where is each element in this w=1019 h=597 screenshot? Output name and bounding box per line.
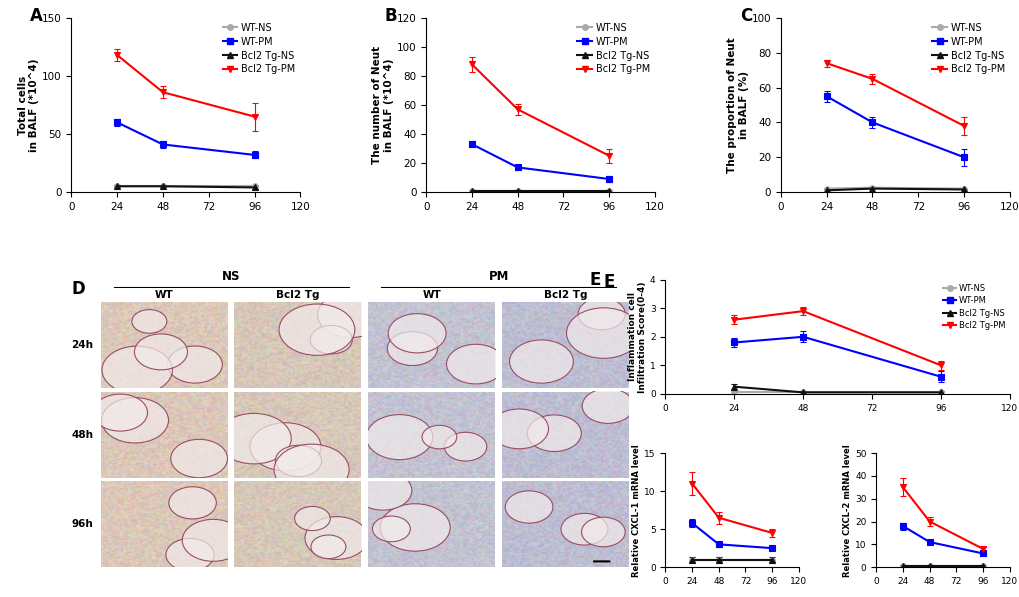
Text: 96h: 96h <box>71 519 93 529</box>
Circle shape <box>566 308 641 358</box>
Y-axis label: Relative CXCL-1 mRNA level: Relative CXCL-1 mRNA level <box>632 444 641 577</box>
Circle shape <box>366 415 432 460</box>
Circle shape <box>446 344 504 384</box>
Legend: WT-NS, WT-PM, Bcl2 Tg-NS, Bcl2 Tg-PM: WT-NS, WT-PM, Bcl2 Tg-NS, Bcl2 Tg-PM <box>577 23 649 75</box>
Circle shape <box>560 513 607 545</box>
Circle shape <box>388 313 445 353</box>
Circle shape <box>504 491 552 523</box>
Circle shape <box>372 516 410 541</box>
Circle shape <box>279 304 355 355</box>
Text: A: A <box>31 7 43 26</box>
Circle shape <box>294 506 330 531</box>
Legend: WT-NS, WT-PM, Bcl2 Tg-NS, Bcl2 Tg-PM: WT-NS, WT-PM, Bcl2 Tg-NS, Bcl2 Tg-PM <box>222 23 296 75</box>
Circle shape <box>310 325 352 354</box>
Text: NS: NS <box>222 270 240 283</box>
Text: PM: PM <box>488 270 508 283</box>
Circle shape <box>510 340 573 383</box>
Text: B: B <box>384 7 397 26</box>
Text: 48h: 48h <box>71 429 93 439</box>
Circle shape <box>169 487 216 519</box>
Circle shape <box>250 423 321 471</box>
Circle shape <box>167 346 222 383</box>
Circle shape <box>354 471 412 510</box>
Circle shape <box>275 445 321 476</box>
Circle shape <box>444 432 486 461</box>
Y-axis label: The number of Neut
in BALF (*10^4): The number of Neut in BALF (*10^4) <box>372 46 393 164</box>
Circle shape <box>102 398 168 443</box>
Legend: WT-NS, WT-PM, Bcl2 Tg-NS, Bcl2 Tg-PM: WT-NS, WT-PM, Bcl2 Tg-NS, Bcl2 Tg-PM <box>931 23 1004 75</box>
Circle shape <box>311 535 345 559</box>
Y-axis label: Relative CXCL-2 mRNA level: Relative CXCL-2 mRNA level <box>843 444 852 577</box>
Circle shape <box>131 310 167 333</box>
Text: WT: WT <box>155 290 173 300</box>
Y-axis label: Inflammation cell
Infiltration Score(0-4): Inflammation cell Infiltration Score(0-4… <box>627 281 646 393</box>
Circle shape <box>380 504 449 551</box>
Circle shape <box>317 292 384 337</box>
Text: 24h: 24h <box>71 340 93 350</box>
Text: D: D <box>71 280 85 298</box>
Text: Bcl2 Tg: Bcl2 Tg <box>543 290 587 300</box>
Text: E: E <box>603 273 614 291</box>
Text: C: C <box>739 7 751 26</box>
Circle shape <box>305 516 368 559</box>
Circle shape <box>135 334 187 370</box>
Circle shape <box>93 394 148 431</box>
Text: WT: WT <box>422 290 441 300</box>
Circle shape <box>216 413 291 464</box>
Circle shape <box>387 331 437 365</box>
Circle shape <box>182 519 244 561</box>
Text: Bcl2 Tg: Bcl2 Tg <box>276 290 320 300</box>
Circle shape <box>582 389 633 423</box>
Circle shape <box>102 346 172 394</box>
Circle shape <box>578 298 625 330</box>
Circle shape <box>489 409 548 449</box>
Circle shape <box>166 538 214 571</box>
Y-axis label: Total cells
in BALF (*10^4): Total cells in BALF (*10^4) <box>17 59 39 152</box>
Circle shape <box>527 415 581 451</box>
Circle shape <box>581 517 625 547</box>
Circle shape <box>170 439 227 478</box>
Legend: WT-NS, WT-PM, Bcl2 Tg-NS, Bcl2 Tg-PM: WT-NS, WT-PM, Bcl2 Tg-NS, Bcl2 Tg-PM <box>943 284 1005 330</box>
Text: E: E <box>589 270 600 288</box>
Y-axis label: The proportion of Neut
in BALF (%): The proportion of Neut in BALF (%) <box>727 37 748 173</box>
Circle shape <box>422 425 457 449</box>
Circle shape <box>274 444 348 495</box>
